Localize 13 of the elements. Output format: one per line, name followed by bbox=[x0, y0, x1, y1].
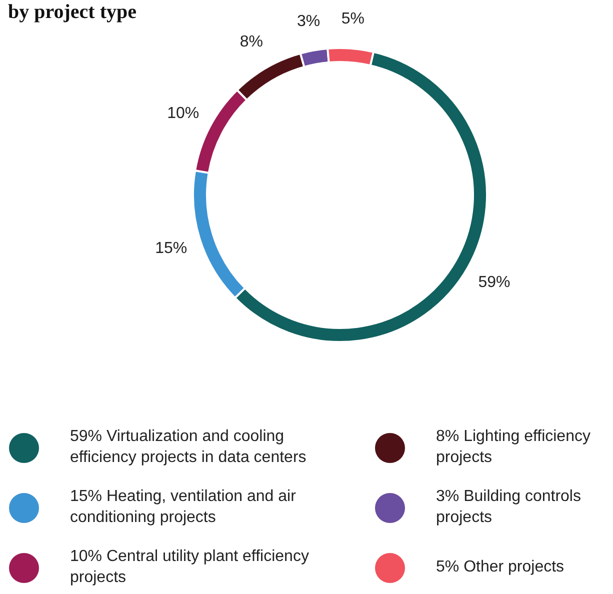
legend-label: 3% Building controls projects bbox=[436, 488, 581, 526]
legend-label: 5% Other projects bbox=[436, 558, 564, 576]
legend-label: 10% Central utility plant efficiency projects bbox=[70, 548, 309, 586]
data-label: 3% bbox=[297, 12, 320, 30]
chart-title: by project type bbox=[8, 1, 137, 23]
data-label: 59% bbox=[478, 274, 510, 291]
data-label: 10% bbox=[167, 105, 200, 122]
data-label: 5% bbox=[341, 10, 364, 28]
data-label: 8% bbox=[240, 34, 264, 51]
legend-label: 8% Lighting efficiency projects bbox=[436, 428, 590, 466]
legend-label: 59% Virtualization and cooling efficiency projects in data centers bbox=[70, 428, 306, 466]
data-label: 15% bbox=[155, 240, 188, 257]
legend-label: 15% Heating, ventilation and air conditioning projects bbox=[70, 488, 297, 526]
